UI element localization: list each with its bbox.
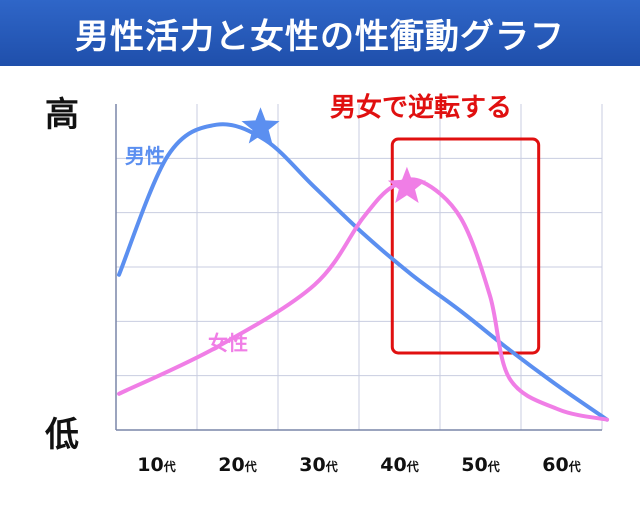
x-tick-label: 30代 — [299, 454, 337, 476]
x-tick-label: 40代 — [380, 454, 418, 476]
chart-series — [117, 122, 609, 422]
x-tick-label: 50代 — [461, 454, 499, 476]
peak-star-marker — [241, 107, 280, 144]
series-line-male — [117, 122, 609, 422]
series-label: 女性 — [208, 331, 248, 355]
peak-star-marker — [387, 166, 426, 203]
annotation-text: 男女で逆転する — [330, 92, 512, 123]
series-label: 男性 — [125, 144, 165, 168]
chart-grid — [115, 104, 603, 431]
x-tick-label: 10代 — [137, 454, 175, 476]
peak-markers — [241, 107, 426, 203]
x-tick-label: 60代 — [542, 454, 580, 476]
y-axis-top-label: 高 — [45, 95, 79, 135]
chart-annotation: 男女で逆転する — [330, 92, 541, 355]
annotation-box — [390, 137, 541, 355]
page-title: 男性活力と女性の性衝動グラフ — [0, 0, 640, 66]
x-tick-label: 20代 — [218, 454, 256, 476]
y-axis-bottom-label: 低 — [45, 415, 79, 455]
series-line-female — [117, 177, 609, 422]
